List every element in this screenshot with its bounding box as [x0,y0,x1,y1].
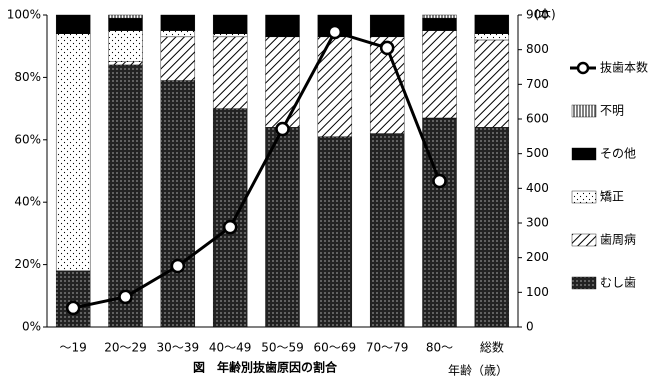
line-marker [432,173,447,189]
x-tick-label: ～19 [60,341,87,355]
x-tick-label: 70～79 [366,341,409,355]
bar-segment [422,30,457,119]
x-tick-label: 20～29 [104,341,147,355]
legend-swatch [571,276,597,290]
bar-segment [212,108,248,328]
bar-segment [108,17,143,31]
legend-swatch [571,233,597,247]
bar-segment [160,36,196,81]
bar-segment [265,127,300,328]
y2-tick-label: 900 [526,8,549,22]
legend-label: 抜歯本数 [600,60,648,75]
x-tick-label: 総数 [480,340,504,355]
y2-tick-label: 300 [526,216,549,230]
bar-segment [317,136,353,328]
x-tick-label: 40～49 [209,341,252,355]
chart-title: 図 年齢別抜歯原因の割合 [193,360,338,375]
y2-tick-label: 200 [526,250,549,264]
legend-label: 矯正 [600,190,624,204]
bar-segment [160,80,196,328]
x-tick-label: 50～59 [261,341,304,355]
bar-segment [474,39,510,128]
bar-segment [265,14,300,38]
y-tick-label: 80% [14,70,41,84]
legend-marker [576,61,590,75]
line [72,30,441,310]
x-tick-label: 80～ [426,341,453,355]
x-tick-label: 30～39 [157,341,200,355]
legend-label: むし歯 [600,276,636,290]
y-tick-label: 100% [7,8,41,22]
line-marker [118,289,133,305]
bar-segment [108,61,143,66]
y2-tick-label: 100 [526,285,549,299]
y2-tick-label: 700 [526,77,549,91]
bar-segment [160,14,196,31]
legend-swatch [571,147,597,161]
y2-tick-label: 500 [526,146,549,160]
y2-tick-label: 400 [526,181,549,195]
bar-segment [265,36,300,128]
bar-segment [160,30,196,38]
y-tick-label: 60% [14,132,41,146]
y2-tick-label: 800 [526,42,549,56]
bar-segment [55,14,91,34]
legend-label: 歯周病 [600,232,636,247]
bar-segment [422,17,457,31]
bar-segment [108,14,143,19]
line-marker [65,300,81,316]
y2-tick-label: 600 [526,112,549,126]
bar-segment [474,127,510,328]
bar-segment [108,64,143,328]
bar-segment [369,133,405,328]
x-axis-label: 年齢（歳） [448,363,508,378]
bar-segment [212,33,248,38]
bar-segment [369,14,405,38]
legend-swatch [571,190,597,204]
x-tick-label: 60～69 [314,341,357,355]
y-tick-label: 0% [22,320,41,334]
bar-segment [474,14,510,34]
bar-segment [474,33,510,41]
line-marker [222,219,238,235]
y-tick-label: 20% [14,257,41,271]
y2-tick-label: 0 [526,320,534,334]
legend-label: 不明 [600,104,624,118]
line-marker [379,40,395,56]
legend-label: その他 [600,147,636,161]
bar-segment [422,14,457,19]
line-marker [275,121,290,137]
bar-segment [55,270,91,328]
legend-swatch [571,104,597,118]
bar-segment [108,30,143,63]
line-marker [327,24,343,40]
bar-segment [212,14,248,34]
y2-axis-label: (本) [534,8,555,22]
y-tick-label: 40% [14,195,41,209]
bar-segment [55,33,91,272]
line-marker [170,258,186,274]
bar-segment [212,36,248,109]
